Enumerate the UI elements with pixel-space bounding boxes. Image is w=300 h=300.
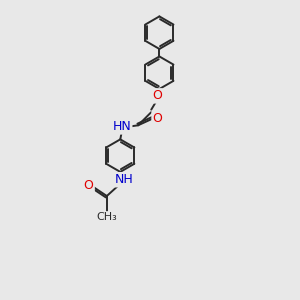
Text: CH₃: CH₃: [96, 212, 117, 222]
Text: O: O: [153, 112, 162, 125]
Text: NH: NH: [115, 173, 134, 186]
Text: O: O: [84, 179, 94, 193]
Text: O: O: [152, 89, 162, 102]
Text: HN: HN: [112, 120, 131, 133]
